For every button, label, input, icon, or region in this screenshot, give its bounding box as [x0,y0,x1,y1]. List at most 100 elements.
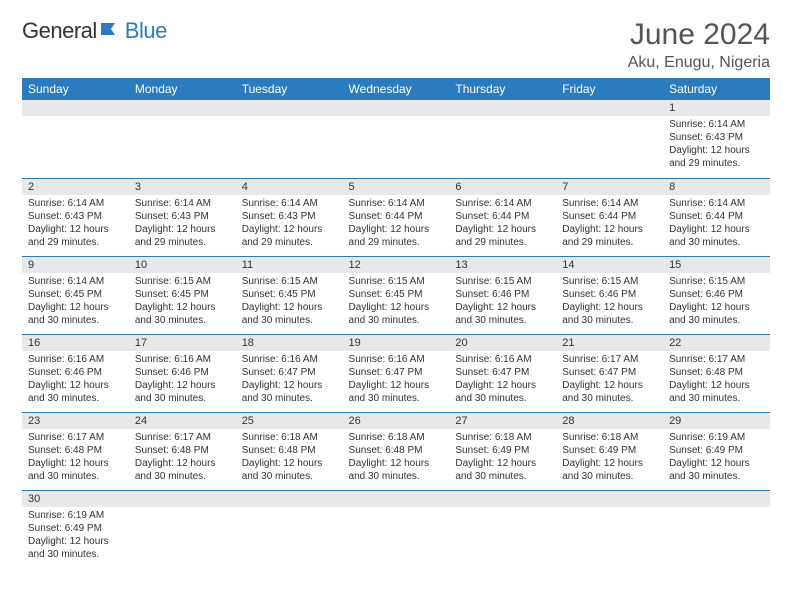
sunset-text: Sunset: 6:48 PM [242,444,337,457]
weekday-header: Sunday [22,78,129,100]
weekday-header: Wednesday [343,78,450,100]
empty-cell [556,100,663,178]
week-row: 1Sunrise: 6:14 AMSunset: 6:43 PMDaylight… [22,100,770,178]
day-content: Sunrise: 6:17 AMSunset: 6:48 PMDaylight:… [663,351,770,407]
day-number: 13 [449,257,556,273]
day-content: Sunrise: 6:19 AMSunset: 6:49 PMDaylight:… [22,507,129,563]
day-number: 7 [556,179,663,195]
day-content: Sunrise: 6:15 AMSunset: 6:45 PMDaylight:… [343,273,450,329]
sunrise-text: Sunrise: 6:15 AM [242,275,337,288]
sunrise-text: Sunrise: 6:18 AM [242,431,337,444]
sunset-text: Sunset: 6:43 PM [28,210,123,223]
day-cell: 15Sunrise: 6:15 AMSunset: 6:46 PMDayligh… [663,256,770,334]
day-number: 17 [129,335,236,351]
day-number: 29 [663,413,770,429]
title-block: June 2024 Aku, Enugu, Nigeria [628,18,770,72]
day-number-empty [343,491,450,507]
day-content: Sunrise: 6:15 AMSunset: 6:45 PMDaylight:… [236,273,343,329]
day-content: Sunrise: 6:17 AMSunset: 6:48 PMDaylight:… [129,429,236,485]
week-row: 23Sunrise: 6:17 AMSunset: 6:48 PMDayligh… [22,412,770,490]
day-number: 4 [236,179,343,195]
empty-cell [556,490,663,568]
sunrise-text: Sunrise: 6:14 AM [455,197,550,210]
empty-cell [343,490,450,568]
sunrise-text: Sunrise: 6:15 AM [455,275,550,288]
sunrise-text: Sunrise: 6:14 AM [135,197,230,210]
sunrise-text: Sunrise: 6:18 AM [349,431,444,444]
flag-icon [101,21,123,42]
daylight-text: Daylight: 12 hours and 30 minutes. [455,379,550,405]
sunrise-text: Sunrise: 6:14 AM [349,197,444,210]
sunset-text: Sunset: 6:45 PM [349,288,444,301]
day-number: 30 [22,491,129,507]
empty-cell [449,490,556,568]
daylight-text: Daylight: 12 hours and 29 minutes. [28,223,123,249]
day-content: Sunrise: 6:14 AMSunset: 6:43 PMDaylight:… [22,195,129,251]
day-number-empty [343,100,450,116]
day-cell: 28Sunrise: 6:18 AMSunset: 6:49 PMDayligh… [556,412,663,490]
day-content: Sunrise: 6:18 AMSunset: 6:48 PMDaylight:… [236,429,343,485]
day-content: Sunrise: 6:14 AMSunset: 6:45 PMDaylight:… [22,273,129,329]
daylight-text: Daylight: 12 hours and 30 minutes. [242,301,337,327]
day-number: 11 [236,257,343,273]
day-cell: 17Sunrise: 6:16 AMSunset: 6:46 PMDayligh… [129,334,236,412]
daylight-text: Daylight: 12 hours and 30 minutes. [349,457,444,483]
sunrise-text: Sunrise: 6:18 AM [455,431,550,444]
daylight-text: Daylight: 12 hours and 29 minutes. [455,223,550,249]
sunset-text: Sunset: 6:46 PM [455,288,550,301]
sunrise-text: Sunrise: 6:19 AM [28,509,123,522]
day-content: Sunrise: 6:18 AMSunset: 6:49 PMDaylight:… [556,429,663,485]
sunrise-text: Sunrise: 6:17 AM [28,431,123,444]
day-number: 23 [22,413,129,429]
sunset-text: Sunset: 6:49 PM [669,444,764,457]
day-number-empty [449,100,556,116]
day-number: 21 [556,335,663,351]
day-content: Sunrise: 6:14 AMSunset: 6:43 PMDaylight:… [236,195,343,251]
day-content: Sunrise: 6:19 AMSunset: 6:49 PMDaylight:… [663,429,770,485]
day-content: Sunrise: 6:14 AMSunset: 6:44 PMDaylight:… [449,195,556,251]
weekday-header: Tuesday [236,78,343,100]
day-cell: 5Sunrise: 6:14 AMSunset: 6:44 PMDaylight… [343,178,450,256]
day-number: 27 [449,413,556,429]
week-row: 2Sunrise: 6:14 AMSunset: 6:43 PMDaylight… [22,178,770,256]
location: Aku, Enugu, Nigeria [628,54,770,72]
daylight-text: Daylight: 12 hours and 30 minutes. [349,379,444,405]
day-cell: 1Sunrise: 6:14 AMSunset: 6:43 PMDaylight… [663,100,770,178]
day-number: 26 [343,413,450,429]
weekday-header: Friday [556,78,663,100]
day-number: 3 [129,179,236,195]
daylight-text: Daylight: 12 hours and 30 minutes. [562,457,657,483]
day-content: Sunrise: 6:18 AMSunset: 6:48 PMDaylight:… [343,429,450,485]
daylight-text: Daylight: 12 hours and 29 minutes. [349,223,444,249]
sunset-text: Sunset: 6:45 PM [242,288,337,301]
day-content: Sunrise: 6:16 AMSunset: 6:47 PMDaylight:… [343,351,450,407]
day-content: Sunrise: 6:16 AMSunset: 6:46 PMDaylight:… [22,351,129,407]
sunrise-text: Sunrise: 6:17 AM [669,353,764,366]
day-content: Sunrise: 6:18 AMSunset: 6:49 PMDaylight:… [449,429,556,485]
sunset-text: Sunset: 6:48 PM [669,366,764,379]
sunset-text: Sunset: 6:44 PM [669,210,764,223]
day-content: Sunrise: 6:16 AMSunset: 6:47 PMDaylight:… [449,351,556,407]
sunset-text: Sunset: 6:47 PM [455,366,550,379]
day-cell: 6Sunrise: 6:14 AMSunset: 6:44 PMDaylight… [449,178,556,256]
day-content: Sunrise: 6:17 AMSunset: 6:47 PMDaylight:… [556,351,663,407]
day-number: 22 [663,335,770,351]
sunset-text: Sunset: 6:45 PM [135,288,230,301]
day-cell: 7Sunrise: 6:14 AMSunset: 6:44 PMDaylight… [556,178,663,256]
daylight-text: Daylight: 12 hours and 30 minutes. [669,457,764,483]
daylight-text: Daylight: 12 hours and 30 minutes. [455,301,550,327]
daylight-text: Daylight: 12 hours and 30 minutes. [349,301,444,327]
logo: General Blue [22,18,167,44]
sunset-text: Sunset: 6:49 PM [28,522,123,535]
day-number-empty [236,100,343,116]
daylight-text: Daylight: 12 hours and 29 minutes. [562,223,657,249]
day-cell: 23Sunrise: 6:17 AMSunset: 6:48 PMDayligh… [22,412,129,490]
calendar-table: SundayMondayTuesdayWednesdayThursdayFrid… [22,78,770,568]
sunrise-text: Sunrise: 6:16 AM [242,353,337,366]
day-number: 9 [22,257,129,273]
sunset-text: Sunset: 6:47 PM [349,366,444,379]
daylight-text: Daylight: 12 hours and 29 minutes. [669,144,764,170]
day-number: 19 [343,335,450,351]
day-content: Sunrise: 6:15 AMSunset: 6:46 PMDaylight:… [449,273,556,329]
day-content: Sunrise: 6:15 AMSunset: 6:46 PMDaylight:… [663,273,770,329]
